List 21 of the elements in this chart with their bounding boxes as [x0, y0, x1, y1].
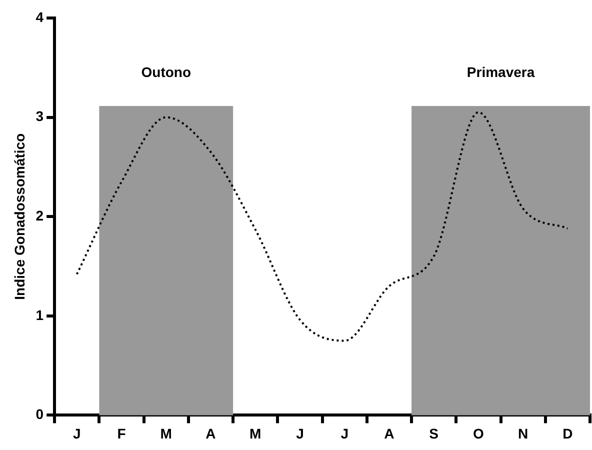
x-tick-label: M [250, 425, 262, 442]
band-label: Primavera [466, 64, 535, 80]
band-label: Outono [141, 64, 192, 80]
x-tick-label: S [429, 425, 439, 442]
x-tick-label: J [296, 425, 304, 442]
y-tick-label: 1 [36, 306, 44, 323]
y-tick-label: 0 [36, 406, 44, 422]
x-tick-label: F [117, 425, 126, 442]
y-tick-label: 2 [36, 207, 44, 224]
x-tick-label: J [340, 425, 348, 442]
line-series [76, 111, 569, 342]
y-axis-title: Indice Gonadossomático [11, 133, 28, 300]
x-tick-label: N [518, 425, 528, 442]
x-tick-label: O [473, 425, 484, 442]
y-tick-label: 4 [36, 8, 44, 25]
x-tick-label: D [562, 425, 573, 442]
x-tick-label: J [72, 425, 81, 442]
x-tick-label: A [206, 425, 216, 442]
y-tick-label: 3 [36, 108, 44, 124]
x-tick-label: A [384, 425, 394, 442]
x-tick-label: M [160, 425, 172, 442]
